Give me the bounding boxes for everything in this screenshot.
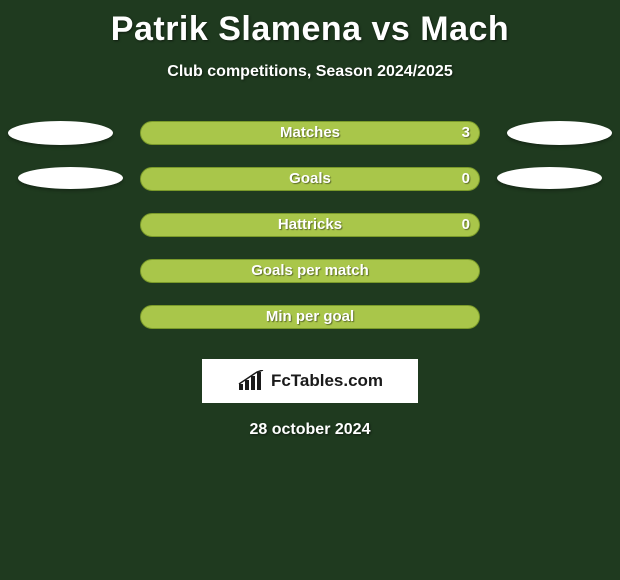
page-title: Patrik Slamena vs Mach (0, 0, 620, 49)
subtitle: Club competitions, Season 2024/2025 (0, 63, 620, 81)
stat-value: 0 (462, 213, 470, 237)
stat-row-hattricks: Hattricks 0 (0, 213, 620, 259)
stat-bar (140, 121, 480, 145)
comparison-chart: Matches 3 Goals 0 Hattricks 0 Goals per … (0, 121, 620, 351)
stat-row-goals: Goals 0 (0, 167, 620, 213)
stat-row-matches: Matches 3 (0, 121, 620, 167)
stat-bar (140, 305, 480, 329)
date-label: 28 october 2024 (0, 421, 620, 439)
stat-value: 0 (462, 167, 470, 191)
stat-bar (140, 259, 480, 283)
stat-bar (140, 213, 480, 237)
logo: FcTables.com (202, 359, 418, 403)
stat-row-min-per-goal: Min per goal (0, 305, 620, 351)
logo-text: FcTables.com (271, 371, 383, 391)
stat-value: 3 (462, 121, 470, 145)
stat-row-goals-per-match: Goals per match (0, 259, 620, 305)
bars-icon (237, 370, 265, 392)
stat-bar (140, 167, 480, 191)
